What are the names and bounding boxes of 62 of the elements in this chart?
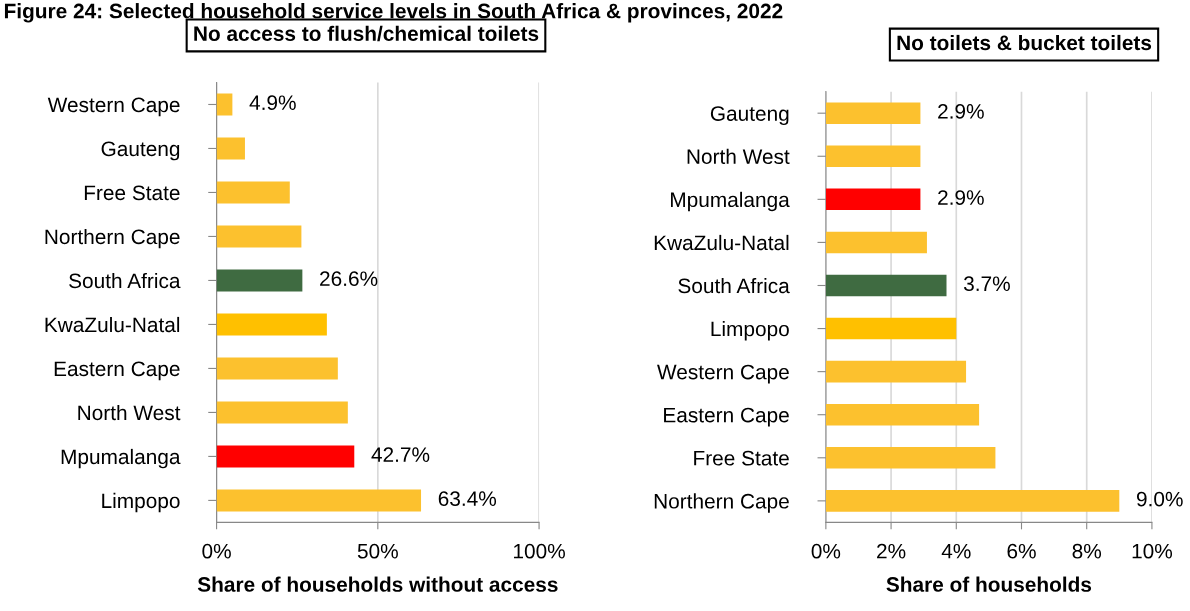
bar: [216, 93, 233, 116]
bar: [216, 313, 327, 336]
y-tick-label: Gauteng: [101, 141, 180, 161]
y-tick-label: Eastern Cape: [54, 361, 180, 381]
y-tick-label: Mpumalanga: [61, 448, 181, 469]
data-label: 26.6%: [320, 271, 378, 287]
data-label: 9.0%: [1136, 491, 1183, 507]
chart-title: No access to flush/chemical toilets: [194, 25, 539, 42]
caption: Figure 24: Selected household service levels in South Africa & provinces, 2022: [4, 3, 783, 23]
x-tick-label: 0%: [811, 543, 841, 559]
y-tick-label: Free State: [694, 450, 789, 466]
y-tick-label: North West: [78, 404, 181, 421]
data-label: 3.7%: [963, 276, 1010, 292]
x-tick-label: 4%: [941, 543, 971, 559]
x-tick-label: 0%: [202, 543, 231, 559]
data-label: 2.9%: [938, 190, 984, 205]
bar: [825, 231, 927, 254]
x-tick-label: 2%: [877, 543, 906, 559]
x-tick-label: 100%: [514, 543, 565, 559]
x-tick-label: 10%: [1132, 543, 1173, 559]
bar: [825, 447, 996, 469]
bar: [216, 401, 348, 424]
x-tick-label: 6%: [1007, 543, 1036, 559]
bar: [216, 181, 290, 204]
data-label: 42.7%: [371, 447, 430, 462]
y-tick-label: South Africa: [69, 272, 181, 289]
bar: [825, 188, 921, 211]
bar: [825, 145, 921, 168]
y-tick-label: KwaZulu-Natal: [45, 316, 180, 333]
bar: [216, 489, 422, 512]
y-tick-label: Free State: [84, 185, 180, 201]
y-tick-label: Northern Cape: [45, 228, 180, 249]
chart-title: No toilets & bucket toilets: [897, 34, 1152, 51]
y-tick-label: KwaZulu-Natal: [654, 234, 789, 251]
bar: [825, 317, 957, 340]
y-tick-label: North West: [687, 148, 790, 165]
x-tick-label: 8%: [1072, 543, 1102, 559]
y-tick-label: Limpopo: [711, 321, 789, 341]
data-label: 63.4%: [438, 491, 497, 506]
y-tick-label: Gauteng: [710, 106, 789, 126]
y-tick-label: Mpumalanga: [671, 191, 790, 212]
bar: [825, 403, 980, 426]
bar: [825, 102, 921, 124]
y-tick-label: Western Cape: [657, 364, 789, 384]
bar: [216, 269, 303, 292]
bar: [216, 225, 302, 248]
bar: [216, 445, 355, 468]
bar: [825, 274, 947, 297]
data-label: 4.9%: [249, 95, 296, 111]
y-tick-label: Eastern Cape: [664, 407, 789, 427]
x-tick-label: 50%: [357, 543, 398, 559]
bar: [825, 490, 1120, 512]
y-tick-label: Limpopo: [102, 492, 180, 513]
y-tick-label: Western Cape: [47, 97, 180, 117]
x-axis-title: Share of households without access: [197, 576, 558, 592]
bar: [216, 137, 245, 160]
y-tick-label: South Africa: [678, 277, 790, 294]
data-label: 2.9%: [938, 104, 984, 119]
bar: [825, 360, 967, 383]
bar: [216, 357, 338, 380]
y-tick-label: Northern Cape: [654, 493, 789, 513]
x-axis-title: Share of households: [886, 576, 1092, 592]
